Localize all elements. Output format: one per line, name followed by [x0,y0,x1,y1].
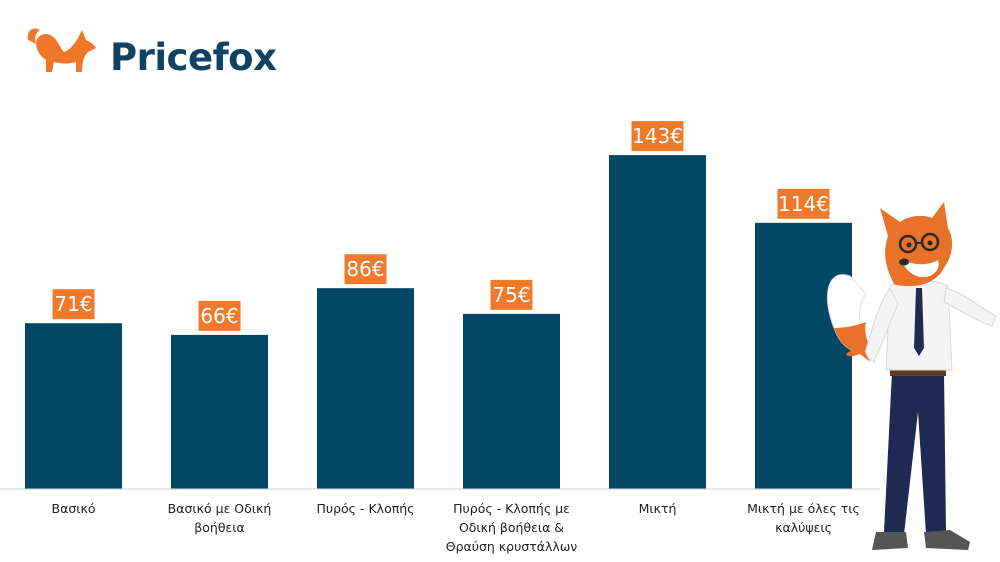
bar-6 [755,222,852,489]
value-label-2: 66€ [200,304,238,328]
value-label-1: 71€ [54,292,92,316]
fox-logo-icon [27,28,96,72]
category-label-line: Μικτή με όλες τις [747,501,860,516]
value-label-4: 75€ [492,283,530,307]
category-label-6: Μικτή με όλες τις καλύψεις [729,499,879,537]
value-label-bg-6 [777,188,830,219]
category-label-5: Μικτή [583,499,733,518]
category-label-line: Πυρός - Κλοπής με [453,501,570,516]
bar-5 [609,155,706,489]
category-label-3: Πυρός - Κλοπής [291,499,441,518]
value-label-bg-1 [52,289,95,320]
category-label-line: Μικτή [638,501,677,516]
category-label-line: Οδική βοήθεια & [458,520,565,535]
value-label-6: 114€ [778,192,829,216]
bar-1 [25,323,122,489]
category-label-line: Πυρός - Κλοπής [316,501,415,516]
category-label-line: Θραύση κρυστάλλων [445,539,578,554]
category-label-4: Πυρός - Κλοπής με Οδική βοήθεια & Θραύση κ… [437,499,587,556]
category-label-line: Βασικό [51,501,96,516]
category-label-2: Βασικό με Οδική βοήθεια [145,499,295,537]
bar-2 [171,334,268,489]
value-label-bg-3 [344,254,387,285]
value-label-3: 86€ [346,257,384,281]
value-label-5: 143€ [632,124,683,148]
value-label-bg-2 [198,300,241,331]
bar-3 [317,288,414,489]
bar-4 [463,313,560,489]
value-label-bg-5 [631,121,684,152]
category-label-line: βοήθεια [194,520,245,535]
brand-name: Pricefox [110,36,277,79]
category-label-line: καλύψεις [775,520,832,535]
category-label-line: Βασικό με Οδική [167,501,272,516]
category-label-1: Βασικό [0,499,149,518]
fox-mascot-icon [827,202,997,550]
value-label-bg-4 [490,279,533,310]
